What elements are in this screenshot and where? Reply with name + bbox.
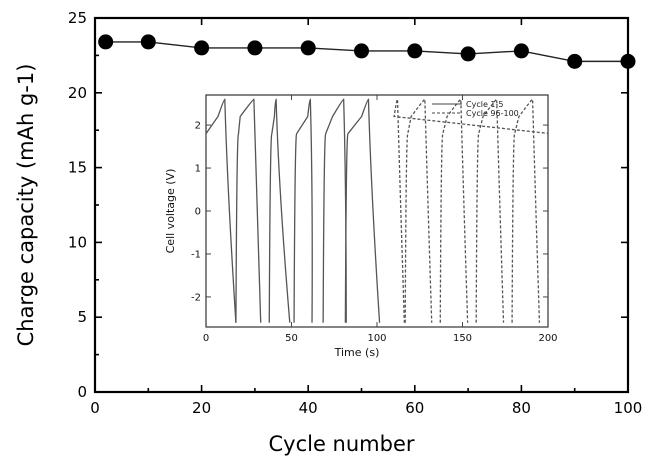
inset-x-tick-label: 50 <box>285 333 298 344</box>
capacity-data-point <box>460 46 476 62</box>
capacity-data-point <box>194 40 210 56</box>
capacity-data-point <box>354 43 369 59</box>
y-tick-label: 10 <box>68 233 87 251</box>
x-tick-label: 40 <box>299 399 318 417</box>
inset-y-tick-label: -2 <box>191 292 201 303</box>
x-tick-label: 100 <box>614 399 643 417</box>
inset-cycle-curve <box>404 98 433 323</box>
y-tick-label: 0 <box>77 383 87 401</box>
x-tick-label: 0 <box>90 399 100 417</box>
capacity-data-point <box>247 40 263 56</box>
capacity-data-point <box>300 40 316 56</box>
inset-x-tick-label: 150 <box>453 333 472 344</box>
inset-x-tick-label: 0 <box>203 333 209 344</box>
inset-y-tick-label: 0 <box>195 207 201 218</box>
inset-y-tick-label: -1 <box>191 249 201 260</box>
y-tick-label: 25 <box>68 9 87 27</box>
inset-cycle-curve <box>235 98 262 323</box>
capacity-data-point <box>407 43 423 59</box>
x-axis-label: Cycle number <box>268 432 414 456</box>
inset-cycle-curve <box>475 98 505 323</box>
y-tick-label: 5 <box>77 308 87 326</box>
inset-x-tick-label: 100 <box>367 333 386 344</box>
inset-cycle-curve <box>439 98 469 323</box>
inset-x-axis-label: Time (s) <box>334 346 380 359</box>
capacity-data-point <box>140 34 156 50</box>
inset-cycle-curve <box>206 98 237 323</box>
capacity-data-point <box>513 43 529 59</box>
inset-y-tick-label: 1 <box>195 164 201 175</box>
capacity-data-point <box>98 34 114 50</box>
x-tick-label: 20 <box>192 399 211 417</box>
x-tick-label: 80 <box>512 399 531 417</box>
inset-cycle-curve <box>511 98 541 323</box>
y-axis-label: Charge capacity (mAh g-1) <box>14 64 38 347</box>
inset-legend-label: Cycle 1-5 <box>466 100 503 109</box>
inset-x-tick-label: 200 <box>538 333 557 344</box>
inset-cycle-curve <box>293 98 313 323</box>
inset-cycle-curve <box>344 98 381 323</box>
y-tick-label: 20 <box>68 84 87 102</box>
x-tick-label: 60 <box>405 399 424 417</box>
inset-cycle-curve <box>393 98 548 323</box>
inset-legend-label: Cycle 96-100 <box>466 109 519 118</box>
capacity-data-point <box>620 53 636 69</box>
inset-y-tick-label: 2 <box>195 121 201 132</box>
inset-y-axis-label: Cell voltage (V) <box>164 169 177 254</box>
y-tick-label: 15 <box>68 159 87 177</box>
capacity-data-point <box>567 53 583 69</box>
inset-plot: 0 50 100 150 200 -2 -1 0 1 2 Time (s) Cell voltage … <box>164 94 558 359</box>
inset-cycle-curve <box>268 98 291 323</box>
